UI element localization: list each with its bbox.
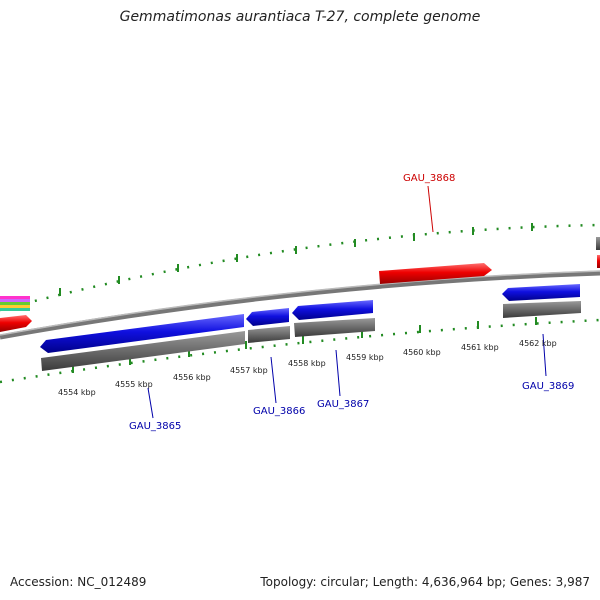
outer-major-ticks	[59, 223, 533, 296]
gene-arrow-GAU-3868[interactable]	[379, 263, 492, 284]
gene-label-GAU-3865[interactable]: GAU_3865	[129, 421, 181, 432]
tick-label: 4559 kbp	[346, 353, 384, 362]
tick-label: 4562 kbp	[519, 339, 557, 348]
product-GAU-3866[interactable]	[248, 326, 290, 343]
tick-label: 4558 kbp	[288, 359, 326, 368]
left-edge-feature-stack[interactable]	[0, 296, 30, 311]
genome-backbone	[0, 270, 600, 340]
forward-gene-left-edge[interactable]	[0, 315, 32, 332]
gene-arrow-GAU-3867[interactable]	[292, 300, 373, 320]
tick-label: 4561 kbp	[461, 343, 499, 352]
gene-label-GAU-3868[interactable]: GAU_3868	[403, 173, 455, 184]
gene-label-GAU-3866[interactable]: GAU_3866	[253, 406, 305, 417]
tick-label: 4555 kbp	[115, 380, 153, 389]
gene-label-GAU-3867[interactable]: GAU_3867	[317, 399, 369, 410]
tick-label: 4560 kbp	[403, 348, 441, 357]
accession-label: Accession: NC_012489	[10, 575, 147, 589]
gene-labels: GAU_3865 GAU_3866 GAU_3867 GAU_3868 GAU_…	[129, 173, 574, 432]
product-GAU-3867[interactable]	[294, 318, 375, 337]
tick-labels: 4554 kbp 4555 kbp 4556 kbp 4557 kbp 4558…	[58, 339, 557, 397]
gene-arrow-GAU-3866[interactable]	[246, 308, 289, 326]
product-GAU-3865[interactable]	[41, 331, 245, 371]
genome-title: Gemmatimonas aurantiaca T-27, complete g…	[119, 9, 481, 25]
gene-callout-lines	[147, 185, 547, 419]
gene-label-GAU-3869[interactable]: GAU_3869	[522, 381, 574, 392]
tick-label: 4557 kbp	[230, 366, 268, 375]
inner-tick-ring	[0, 318, 600, 384]
gene-arrow-GAU-3869[interactable]	[502, 284, 580, 301]
gene-arrow-GAU-3865[interactable]	[40, 314, 244, 353]
right-edge-product[interactable]	[596, 237, 600, 250]
tick-label: 4554 kbp	[58, 388, 96, 397]
right-edge-forward-gene[interactable]	[597, 255, 600, 268]
tick-label: 4556 kbp	[173, 373, 211, 382]
genome-summary: Topology: circular; Length: 4,636,964 bp…	[260, 575, 590, 589]
product-GAU-3869[interactable]	[503, 301, 581, 318]
